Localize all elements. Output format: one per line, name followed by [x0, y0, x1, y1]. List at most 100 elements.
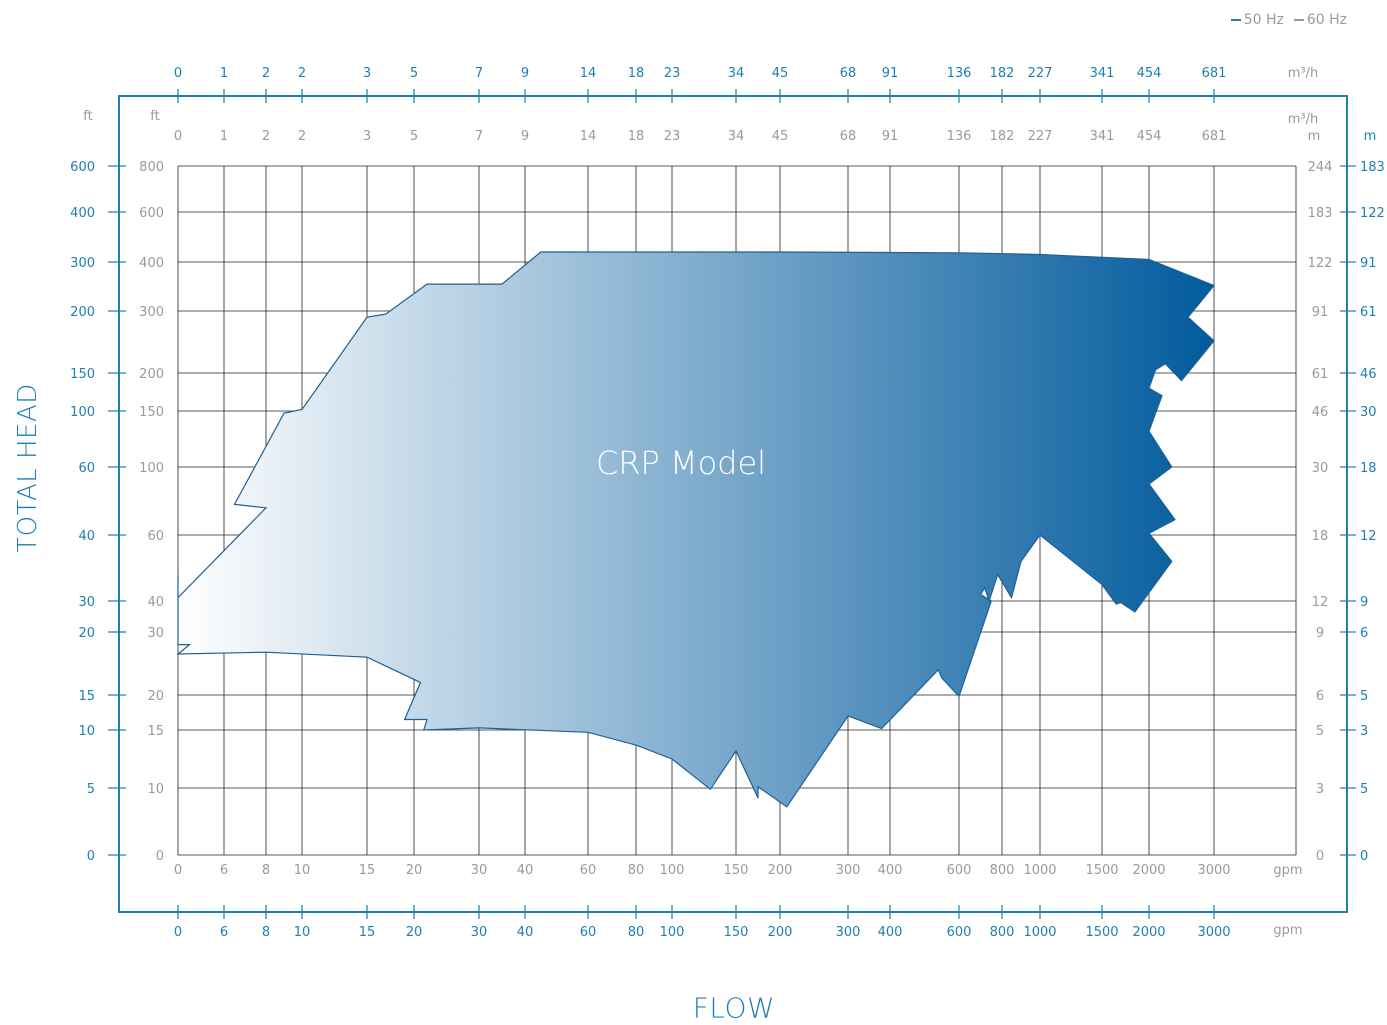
x-tick-label-m3h-inner: 2 [262, 129, 270, 144]
x-tick-label-m3h-top: 3 [363, 66, 371, 81]
y-tick-label-ft-50hz: 200 [70, 305, 95, 320]
x-tick-label-m3h-inner: 182 [990, 129, 1015, 144]
x-tick-label-gpm-inner: 0 [174, 863, 182, 878]
axis-units: m³/h m³/h gpm gpm ft ft m m [83, 66, 1376, 938]
x-tick-label-m3h-inner: 68 [840, 129, 857, 144]
x-unit-gpm-inner: gpm [1273, 863, 1302, 878]
x-tick-label-m3h-inner: 681 [1202, 129, 1227, 144]
y-tick-label-m-50hz: 5 [1360, 782, 1368, 797]
y-tick-label-m-50hz: 0 [1360, 849, 1368, 864]
legend-swatch-60hz [1293, 19, 1304, 21]
y-tick-label-m-50hz: 183 [1360, 160, 1385, 175]
y-tick-label-ft-50hz: 0 [87, 849, 95, 864]
y-tick-label-ft-60hz: 15 [147, 724, 164, 739]
y-tick-label-ft-50hz: 300 [70, 256, 95, 271]
y-tick-label-m-50hz: 5 [1360, 689, 1368, 704]
y-tick-label-m-60hz: 122 [1308, 256, 1333, 271]
x-tick-label-gpm-bottom: 60 [580, 925, 597, 940]
x-tick-label-m3h-top: 9 [521, 66, 529, 81]
x-tick-label-gpm-bottom: 3000 [1197, 925, 1230, 940]
x-tick-label-m3h-top: 34 [728, 66, 745, 81]
y-tick-label-m-50hz: 6 [1360, 626, 1368, 641]
x-tick-label-m3h-inner: 454 [1137, 129, 1162, 144]
y-tick-label-ft-50hz: 5 [87, 782, 95, 797]
x-tick-label-gpm-inner: 300 [836, 863, 861, 878]
x-tick-label-m3h-inner: 45 [772, 129, 789, 144]
y-tick-label-m-60hz: 183 [1308, 206, 1333, 221]
x-tick-label-gpm-inner: 20 [406, 863, 423, 878]
x-tick-label-m3h-inner: 0 [174, 129, 182, 144]
x-tick-label-gpm-bottom: 1000 [1023, 925, 1056, 940]
y-tick-label-m-60hz: 30 [1312, 461, 1329, 476]
x-tick-label-gpm-bottom: 800 [990, 925, 1015, 940]
x-tick-label-m3h-inner: 23 [664, 129, 681, 144]
x-tick-label-m3h-top: 227 [1028, 66, 1053, 81]
y-tick-label-m-50hz: 91 [1360, 256, 1377, 271]
y-tick-label-ft-60hz: 20 [147, 689, 164, 704]
x-tick-label-gpm-inner: 30 [471, 863, 488, 878]
y-tick-label-m-50hz: 3 [1360, 724, 1368, 739]
x-tick-label-gpm-inner: 200 [768, 863, 793, 878]
crp-model-label: CRP Model [596, 444, 766, 482]
x-tick-label-gpm-bottom: 10 [294, 925, 311, 940]
crp-model-envelope [176, 251, 1215, 808]
x-unit-m3h-inner: m³/h [1288, 112, 1319, 127]
x-tick-label-m3h-top: 5 [410, 66, 418, 81]
y-axis-title: TOTAL HEAD [13, 383, 43, 553]
x-tick-label-gpm-bottom: 6 [220, 925, 228, 940]
x-tick-label-m3h-top: 454 [1137, 66, 1162, 81]
legend-swatch-50hz [1230, 19, 1241, 21]
y-tick-label-ft-60hz: 10 [147, 782, 164, 797]
x-tick-label-m3h-top: 18 [628, 66, 645, 81]
y-tick-label-ft-60hz: 400 [139, 256, 164, 271]
x-tick-label-m3h-top: 7 [475, 66, 483, 81]
plot-frame [118, 95, 1348, 913]
x-tick-label-m3h-top: 1 [220, 66, 228, 81]
x-tick-label-gpm-bottom: 15 [359, 925, 376, 940]
x-tick-label-m3h-inner: 3 [363, 129, 371, 144]
y-tick-label-m-50hz: 18 [1360, 461, 1377, 476]
y-tick-label-ft-60hz: 30 [147, 626, 164, 641]
x-tick-label-m3h-inner: 91 [882, 129, 899, 144]
y-tick-label-ft-50hz: 600 [70, 160, 95, 175]
y-tick-label-m-50hz: 12 [1360, 529, 1377, 544]
y-tick-label-m-60hz: 46 [1312, 405, 1329, 420]
x-tick-label-gpm-inner: 10 [294, 863, 311, 878]
y-tick-label-m-60hz: 5 [1316, 724, 1324, 739]
y-tick-label-m-50hz: 46 [1360, 367, 1377, 382]
x-tick-label-m3h-top: 23 [664, 66, 681, 81]
x-tick-label-gpm-bottom: 200 [768, 925, 793, 940]
x-tick-label-gpm-bottom: 0 [174, 925, 182, 940]
x-tick-label-m3h-inner: 1 [220, 129, 228, 144]
x-tick-label-m3h-inner: 7 [475, 129, 483, 144]
x-tick-label-gpm-bottom: 400 [878, 925, 903, 940]
x-tick-label-m3h-inner: 9 [521, 129, 529, 144]
x-tick-label-m3h-top: 91 [882, 66, 899, 81]
y-tick-label-ft-50hz: 100 [70, 405, 95, 420]
x-tick-label-m3h-inner: 34 [728, 129, 745, 144]
x-tick-label-m3h-inner: 227 [1028, 129, 1053, 144]
legend-item-50hz: 50 Hz [1230, 12, 1284, 28]
x-tick-label-gpm-inner: 80 [628, 863, 645, 878]
y-tick-label-ft-60hz: 200 [139, 367, 164, 382]
y-tick-label-ft-60hz: 600 [139, 206, 164, 221]
x-tick-label-gpm-inner: 600 [947, 863, 972, 878]
x-tick-label-gpm-bottom: 150 [724, 925, 749, 940]
y-tick-label-ft-50hz: 40 [78, 529, 95, 544]
y-tick-label-m-50hz: 30 [1360, 405, 1377, 420]
x-unit-gpm-bottom: gpm [1273, 923, 1302, 938]
y-tick-label-ft-50hz: 15 [78, 689, 95, 704]
x-tick-label-gpm-inner: 400 [878, 863, 903, 878]
x-tick-label-gpm-inner: 60 [580, 863, 597, 878]
x-tick-label-gpm-inner: 1000 [1023, 863, 1056, 878]
x-tick-label-gpm-bottom: 20 [406, 925, 423, 940]
y-tick-label-m-60hz: 18 [1312, 529, 1329, 544]
y-tick-label-m-60hz: 0 [1316, 849, 1324, 864]
x-tick-label-gpm-inner: 100 [660, 863, 685, 878]
x-tick-label-gpm-bottom: 300 [836, 925, 861, 940]
x-tick-label-gpm-inner: 6 [220, 863, 228, 878]
x-tick-label-m3h-inner: 5 [410, 129, 418, 144]
legend-label-60hz: 60 Hz [1306, 12, 1347, 28]
x-tick-label-m3h-top: 0 [174, 66, 182, 81]
